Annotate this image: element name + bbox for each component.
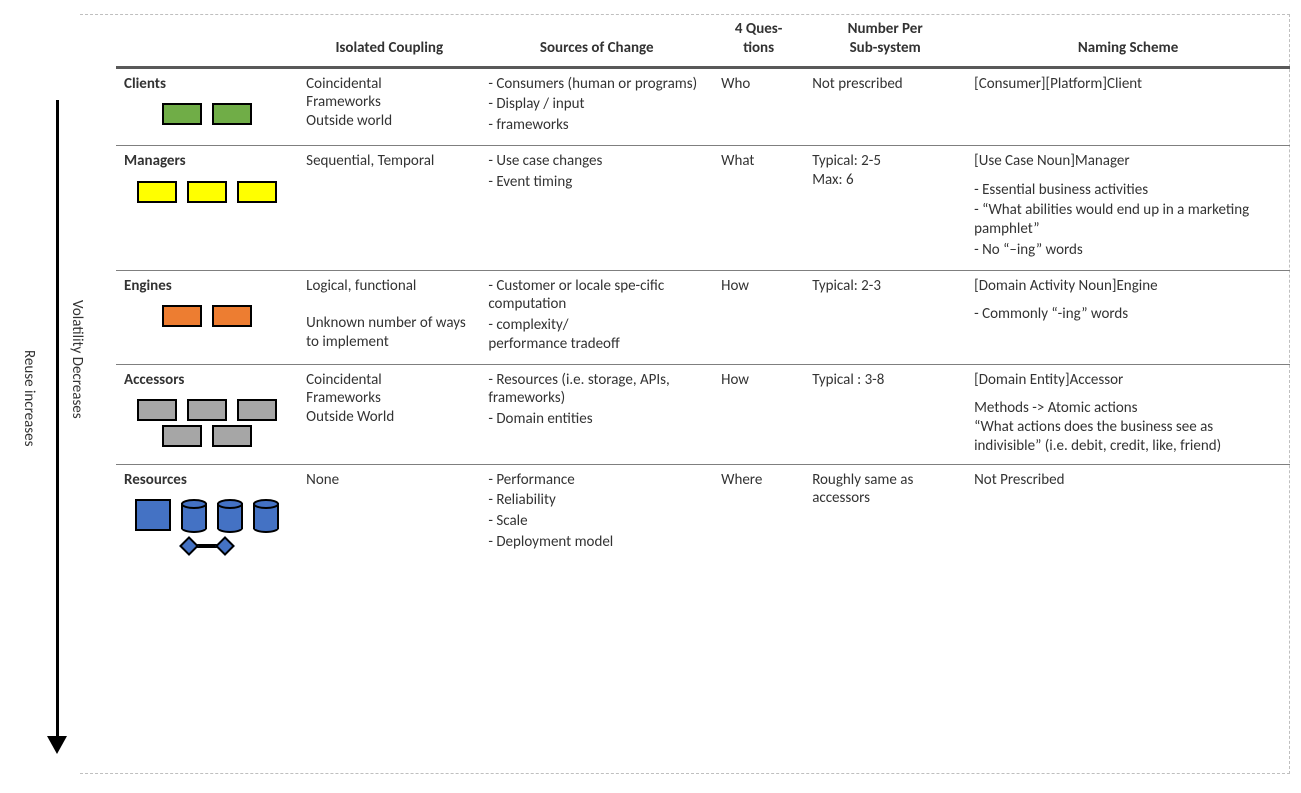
list-item: Customer or locale spe-cific computation [488, 277, 705, 315]
cylinder-icon [217, 499, 243, 533]
list-item: Use case changes [488, 152, 705, 171]
list-item: Essential business activities [974, 181, 1282, 200]
cell-number: Typical: 2-3 [804, 270, 966, 364]
block-icon [135, 499, 171, 531]
cell-naming: [Use Case Noun]Manager Essential business… [966, 145, 1290, 270]
layers-table: Isolated Coupling Sources of Change 4 Qu… [116, 14, 1290, 562]
cell-naming: [Consumer][Platform]Client [966, 67, 1290, 145]
cell-coupling: Coincidental Frameworks Outside World [298, 364, 480, 464]
block-icon [212, 425, 252, 447]
naming-title: [Domain Activity Noun]Engine [974, 277, 1282, 296]
table-row: Accessors Coincidental Frameworks Outside… [116, 364, 1290, 464]
arrow-head-icon [47, 736, 67, 754]
row-name: Clients [124, 75, 290, 94]
block-icon [187, 399, 227, 421]
cell-sources: Consumers (human or programs)Display / i… [480, 67, 713, 145]
list-item: Consumers (human or programs) [488, 75, 705, 94]
cell-question: Who [713, 67, 804, 145]
arrow-shaft [56, 100, 59, 740]
table-row: Clients Coincidental Frameworks Outside w… [116, 67, 1290, 145]
cell-question: Where [713, 464, 804, 562]
row-name: Engines [124, 277, 290, 296]
cell-naming: [Domain Activity Noun]Engine Commonly “-i… [966, 270, 1290, 364]
diamond-icon [215, 536, 235, 556]
list-item: Commonly “-ing” words [974, 305, 1282, 324]
cell-question: How [713, 364, 804, 464]
block-icon [137, 399, 177, 421]
block-icon [212, 305, 252, 327]
list-item: Resources (i.e. storage, APIs, framework… [488, 371, 705, 409]
row-category: Accessors [116, 364, 298, 464]
row-name: Accessors [124, 371, 290, 390]
header-coupling: Isolated Coupling [298, 14, 480, 67]
cell-coupling: None [298, 464, 480, 562]
cell-sources: Resources (i.e. storage, APIs, framework… [480, 364, 713, 464]
cell-sources: PerformanceReliability Scale Deployment mo… [480, 464, 713, 562]
list-item: No “–ing” words [974, 241, 1282, 260]
cell-coupling: Logical, functional Unknown number of wa… [298, 270, 480, 364]
cell-coupling: Sequential, Temporal [298, 145, 480, 270]
naming-note: “What actions does the business see as i… [974, 418, 1282, 456]
block-icon [212, 103, 252, 125]
volatility-label: Volatility Decreases [68, 300, 86, 419]
block-icon [162, 305, 202, 327]
cell-coupling: Coincidental Frameworks Outside world [298, 67, 480, 145]
list-item: “What abilities would end up in a market… [974, 201, 1282, 239]
naming-title: [Consumer][Platform]Client [974, 75, 1282, 94]
table-row: Resources None PerformanceReliability Scal… [116, 464, 1290, 562]
list-item: Domain entities [488, 410, 705, 429]
cylinder-icon [253, 499, 279, 533]
block-icon [162, 103, 202, 125]
cell-number: Not prescribed [804, 67, 966, 145]
block-icon [137, 181, 177, 203]
table-row: Engines Logical, functional Unknown numbe… [116, 270, 1290, 364]
list-item: frameworks [488, 116, 705, 135]
cell-question: What [713, 145, 804, 270]
cell-number: Typical: 2-5 Max: 6 [804, 145, 966, 270]
header-blank [116, 14, 298, 67]
row-category: Managers [116, 145, 298, 270]
cell-number: Roughly same as accessors [804, 464, 966, 562]
row-name: Managers [124, 152, 290, 171]
cell-question: How [713, 270, 804, 364]
block-icon [237, 181, 277, 203]
list-item: Event timing [488, 173, 705, 192]
row-name: Resources [124, 471, 290, 490]
diamond-icon [179, 536, 199, 556]
block-icon [162, 425, 202, 447]
cylinder-icon [181, 499, 207, 533]
cell-naming: [Domain Entity]Accessor Methods -> Atomic… [966, 364, 1290, 464]
naming-title: [Domain Entity]Accessor [974, 371, 1282, 390]
list-item: complexity/ performance tradeoff [488, 316, 705, 354]
naming-title: Not Prescribed [974, 471, 1282, 490]
row-category: Engines [116, 270, 298, 364]
header-number: Number Per Sub-system [804, 14, 966, 67]
block-icon [237, 399, 277, 421]
header-questions: 4 Ques- tions [713, 14, 804, 67]
cell-naming: Not Prescribed [966, 464, 1290, 562]
reuse-label: Reuse increases [20, 350, 38, 447]
cell-number: Typical : 3-8 [804, 364, 966, 464]
block-icon [187, 181, 227, 203]
list-item: Scale [488, 512, 705, 531]
naming-title: [Use Case Noun]Manager [974, 152, 1282, 171]
list-item: Display / input [488, 95, 705, 114]
list-item: Performance [488, 471, 705, 490]
cell-sources: Use case changes Event timing [480, 145, 713, 270]
row-category: Resources [116, 464, 298, 562]
naming-note: Methods -> Atomic actions [974, 399, 1282, 418]
list-item: Reliability [488, 491, 705, 510]
list-item: Deployment model [488, 533, 705, 552]
cell-sources: Customer or locale spe-cific computation… [480, 270, 713, 364]
header-sources: Sources of Change [480, 14, 713, 67]
table-row: ManagersSequential, TemporalUse case cha… [116, 145, 1290, 270]
row-category: Clients [116, 67, 298, 145]
volatility-arrow-region: Volatility Decreases Reuse increases [16, 100, 76, 770]
header-row: Isolated Coupling Sources of Change 4 Qu… [116, 14, 1290, 67]
header-naming: Naming Scheme [966, 14, 1290, 67]
